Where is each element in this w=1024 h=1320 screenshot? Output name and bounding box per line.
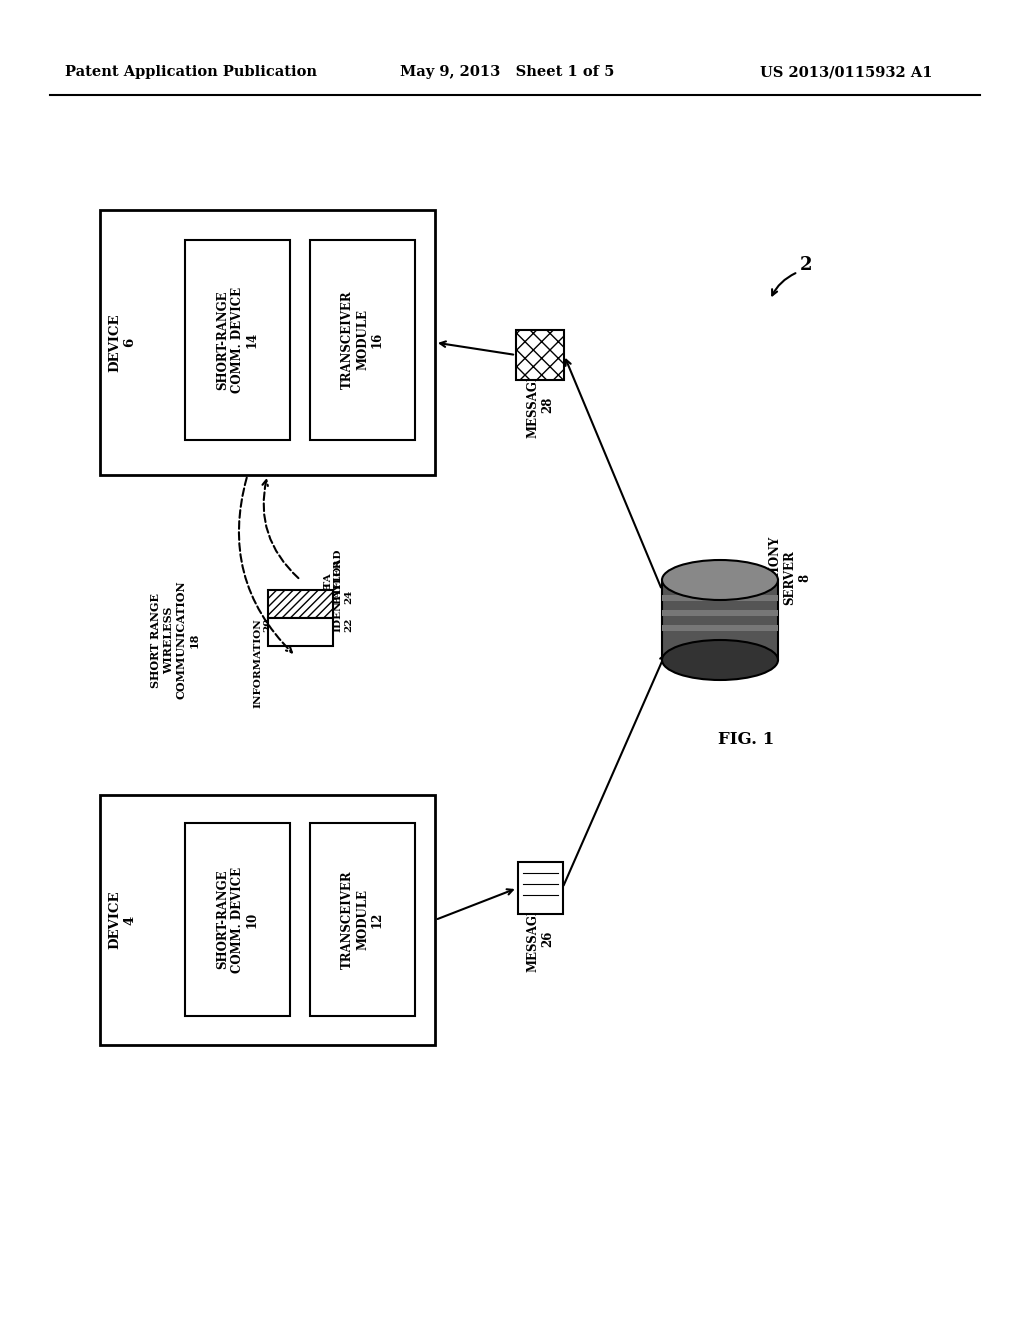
Text: Patent Application Publication: Patent Application Publication: [65, 65, 317, 79]
Text: US 2013/0115932 A1: US 2013/0115932 A1: [760, 65, 933, 79]
Text: DEVICE
6: DEVICE 6: [108, 313, 136, 372]
Bar: [517, 862, 562, 913]
Text: TELEPHONY
SERVER
8: TELEPHONY SERVER 8: [768, 536, 811, 620]
Text: INFORMATION
20: INFORMATION 20: [253, 618, 272, 708]
Bar: [310, 822, 415, 1016]
Bar: [516, 330, 564, 380]
Text: TRANSCEIVER
MODULE
12: TRANSCEIVER MODULE 12: [341, 870, 384, 969]
Text: MESSAGE
28: MESSAGE 28: [526, 371, 554, 438]
Bar: [185, 822, 290, 1016]
Text: DATA
PAYLOAD
24: DATA PAYLOAD 24: [324, 549, 353, 605]
Text: SHORT-RANGE
COMM. DEVICE
10: SHORT-RANGE COMM. DEVICE 10: [216, 866, 259, 973]
Text: May 9, 2013   Sheet 1 of 5: May 9, 2013 Sheet 1 of 5: [400, 65, 614, 79]
Text: MESSAGE
26: MESSAGE 26: [526, 906, 554, 973]
Bar: [268, 618, 333, 645]
Text: FIG. 1: FIG. 1: [718, 731, 774, 748]
Text: 2: 2: [800, 256, 812, 275]
Bar: [662, 624, 778, 631]
Bar: [185, 240, 290, 440]
Text: UNIQUE
IDENTIFIER
22: UNIQUE IDENTIFIER 22: [324, 558, 353, 632]
Text: TRANSCEIVER
MODULE
16: TRANSCEIVER MODULE 16: [341, 290, 384, 389]
Bar: [100, 795, 435, 1045]
Bar: [310, 240, 415, 440]
Bar: [268, 590, 333, 618]
Text: SHORT RANGE
WIRELESS
COMMUNICATION
18: SHORT RANGE WIRELESS COMMUNICATION 18: [151, 581, 200, 700]
Text: SHORT-RANGE
COMM. DEVICE
14: SHORT-RANGE COMM. DEVICE 14: [216, 286, 259, 393]
Bar: [662, 610, 778, 616]
Bar: [662, 595, 778, 601]
Bar: [100, 210, 435, 475]
Bar: [662, 579, 778, 660]
Ellipse shape: [662, 560, 778, 601]
Text: DEVICE
4: DEVICE 4: [108, 891, 136, 949]
Ellipse shape: [662, 640, 778, 680]
